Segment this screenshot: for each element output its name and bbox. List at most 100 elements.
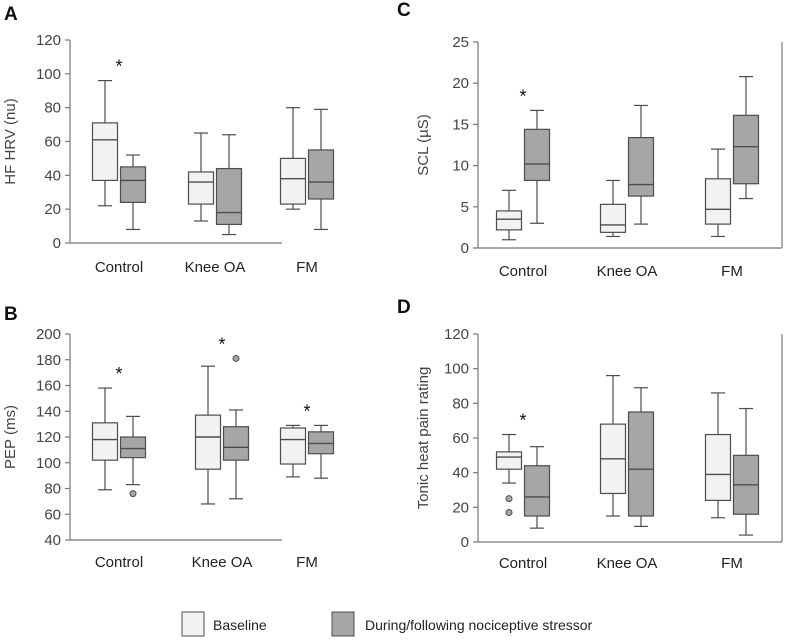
- box-iqr: [279, 157, 307, 205]
- legend-label-baseline: Baseline: [213, 617, 267, 633]
- legend-swatch-stressor: [331, 611, 355, 637]
- y-tick-label: 0: [461, 240, 469, 257]
- box-iqr: [215, 167, 243, 225]
- y-tick-label: 120: [444, 326, 469, 343]
- box-iqr: [91, 122, 119, 182]
- y-tick-label: 160: [36, 378, 61, 395]
- box-iqr: [732, 114, 760, 185]
- category-label: FM: [721, 263, 743, 280]
- box-baseline: [91, 387, 119, 491]
- box-iqr: [627, 136, 655, 197]
- box-iqr: [307, 149, 335, 200]
- y-tick-label: 5: [461, 199, 469, 216]
- y-tick-label: 40: [44, 167, 61, 184]
- box-stressor: [732, 407, 760, 536]
- box-stressor: [523, 446, 551, 529]
- box-baseline: [495, 189, 523, 241]
- category-label: Control: [499, 263, 547, 280]
- y-tick-label: 100: [444, 361, 469, 378]
- category-label: FM: [721, 555, 743, 572]
- box-iqr: [194, 414, 222, 470]
- panel-letter: C: [397, 0, 411, 21]
- y-tick-label: 0: [53, 235, 61, 252]
- category-label: FM: [296, 259, 318, 276]
- box-baseline: [194, 365, 222, 505]
- y-tick-label: 80: [452, 395, 469, 412]
- category-label: Knee OA: [192, 554, 253, 571]
- panel-b: B 40 60 80 100 120 140 160 180 200 PEP (ms) Control…: [2, 304, 335, 571]
- box-stressor: [222, 354, 250, 500]
- panel-letter: A: [4, 4, 18, 25]
- box-stressor: [627, 104, 655, 225]
- y-tick-label: 25: [452, 34, 469, 51]
- significance-star: *: [115, 364, 122, 384]
- category-label: Knee OA: [597, 263, 658, 280]
- box-iqr: [279, 427, 307, 465]
- panel-c: C 0 5 10 15 20 25 SCL (µS) Control * Knee OA FM: [397, 0, 783, 280]
- outlier-point: [505, 495, 513, 503]
- box-baseline: [599, 179, 627, 238]
- box-iqr: [222, 426, 250, 461]
- y-tick-label: 80: [44, 100, 61, 117]
- box-stressor: [307, 108, 335, 231]
- category-label: Control: [95, 259, 143, 276]
- box-stressor: [119, 154, 147, 231]
- category-label: Control: [499, 555, 547, 572]
- box-baseline: [599, 375, 627, 517]
- box-stressor: [215, 134, 243, 236]
- box-iqr: [91, 422, 119, 461]
- category-label: Control: [95, 554, 143, 571]
- y-tick-label: 200: [36, 326, 61, 343]
- y-tick-label: 20: [452, 75, 469, 92]
- y-tick-label: 140: [36, 403, 61, 420]
- y-tick-label: 80: [44, 481, 61, 498]
- box-stressor: [732, 76, 760, 200]
- box-baseline: [704, 392, 732, 519]
- y-tick-label: 120: [36, 429, 61, 446]
- box-iqr: [523, 465, 551, 517]
- y-tick-label: 10: [452, 158, 469, 175]
- significance-star: *: [519, 411, 526, 431]
- box-stressor: [119, 415, 147, 498]
- box-stressor: [307, 424, 335, 479]
- y-tick-label: 40: [44, 532, 61, 549]
- y-tick-label: 100: [36, 66, 61, 83]
- outlier-point: [505, 509, 513, 517]
- y-axis-title: PEP (ms): [2, 405, 19, 469]
- y-tick-label: 0: [461, 534, 469, 551]
- box-iqr: [187, 171, 215, 205]
- y-tick-label: 60: [452, 430, 469, 447]
- box-iqr: [599, 203, 627, 233]
- y-tick-label: 15: [452, 116, 469, 133]
- category-label: Knee OA: [185, 259, 246, 276]
- y-tick-label: 60: [44, 506, 61, 523]
- box-baseline: [279, 107, 307, 210]
- significance-star: *: [115, 57, 122, 77]
- legend-label-stressor: During/following nociceptive stressor: [365, 617, 593, 633]
- box-baseline: [704, 148, 732, 238]
- legend-swatch-baseline: [181, 611, 205, 637]
- y-tick-label: 100: [36, 455, 61, 472]
- box-iqr: [495, 210, 523, 231]
- y-tick-label: 20: [44, 201, 61, 218]
- significance-star: *: [218, 334, 225, 354]
- category-label: Knee OA: [597, 555, 658, 572]
- significance-star: *: [303, 401, 310, 421]
- y-axis-title: Tonic heat pain rating: [415, 367, 432, 510]
- panel-a: A 0 20 40 60 80 100 120 HF HRV (nu) Control * Knee …: [2, 4, 335, 276]
- box-baseline: [495, 433, 523, 517]
- outlier-point: [129, 490, 137, 498]
- category-label: FM: [296, 554, 318, 571]
- box-baseline: [91, 79, 119, 207]
- box-iqr: [495, 451, 523, 470]
- box-iqr: [704, 433, 732, 501]
- box-baseline: [187, 132, 215, 222]
- y-tick-label: 60: [44, 134, 61, 151]
- legend: Baseline During/following nociceptive st…: [181, 611, 593, 637]
- box-baseline: [279, 424, 307, 478]
- box-iqr: [627, 411, 655, 517]
- y-tick-label: 120: [36, 32, 61, 49]
- y-axis-title: SCL (µS): [415, 114, 432, 175]
